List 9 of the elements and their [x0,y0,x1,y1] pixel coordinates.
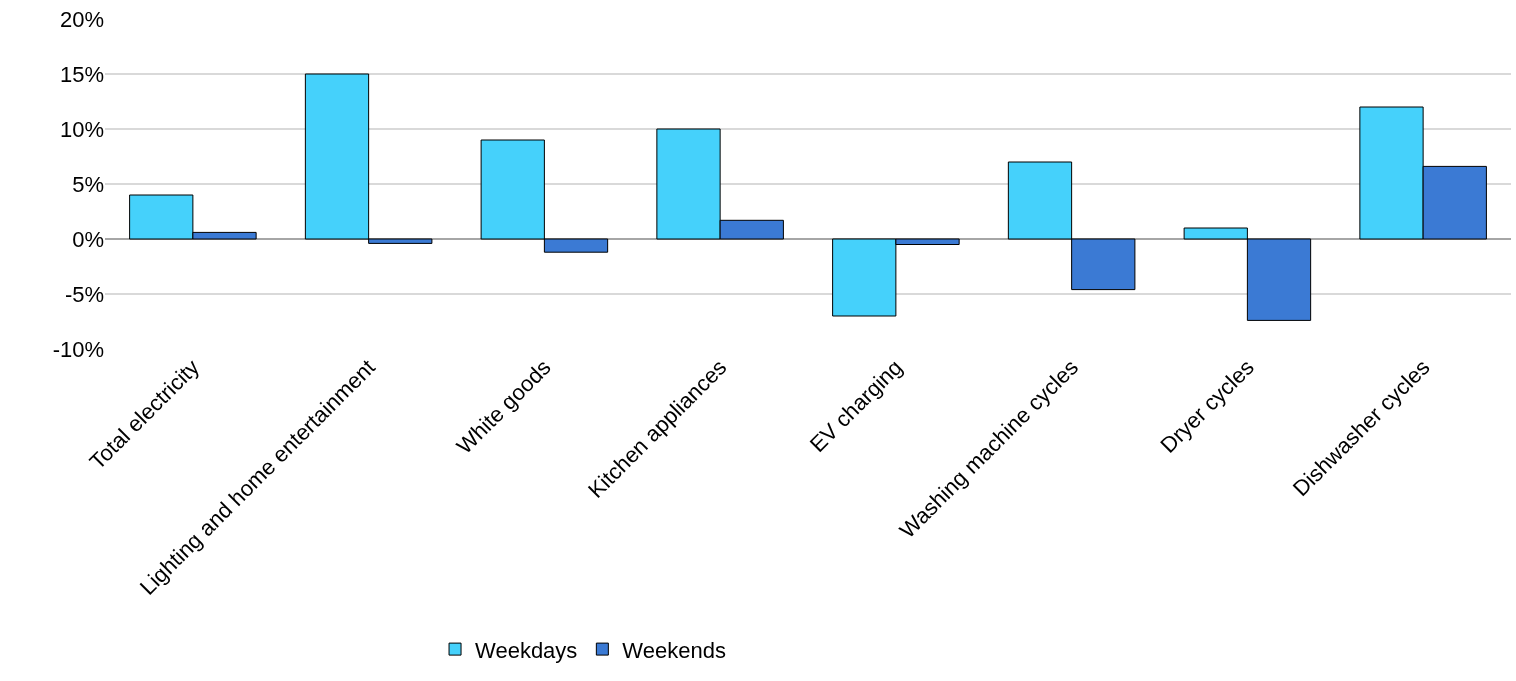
y-tick-label: 10% [59,116,104,142]
y-tick-label: 5% [72,171,104,197]
y-tick-label: 15% [59,61,104,87]
y-tick-label: 0% [72,226,104,252]
y-tick-label: 20% [59,6,104,32]
legend-label: Weekends [622,637,726,663]
legend-label: Weekdays [475,637,578,663]
y-tick-label: -5% [64,281,104,307]
y-tick-label: -10% [52,336,104,362]
